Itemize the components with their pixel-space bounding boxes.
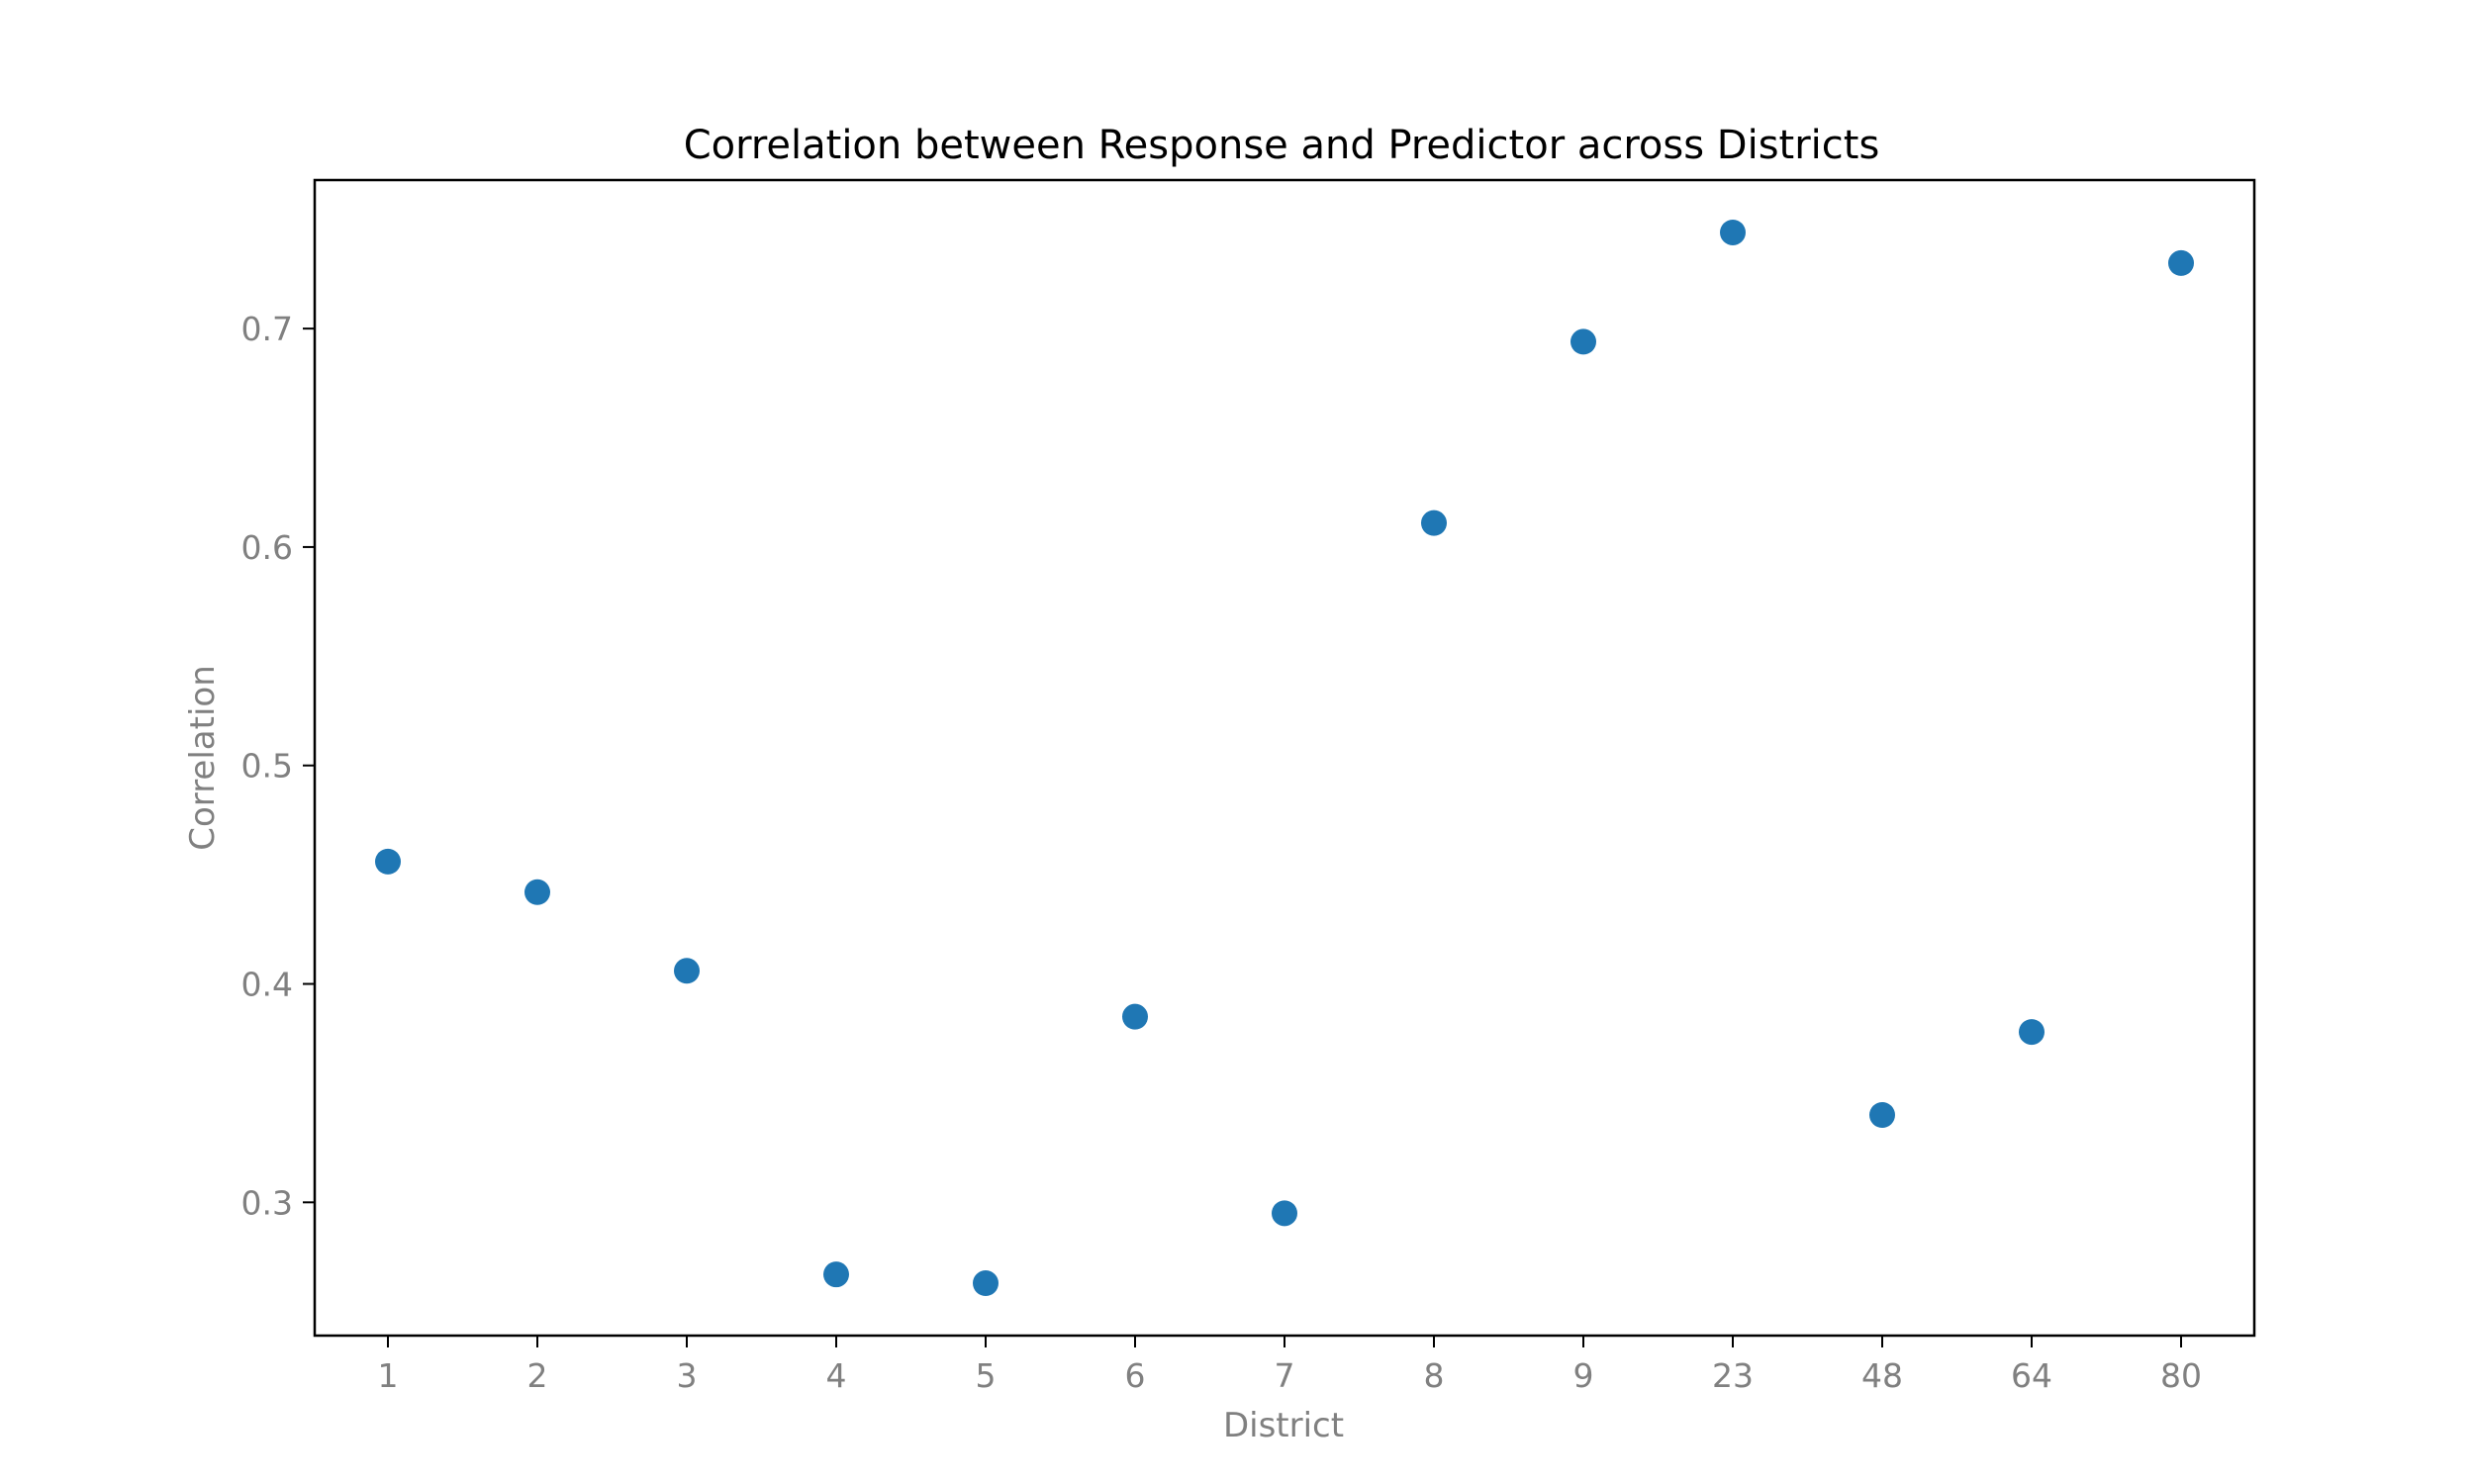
- x-tick-label: 64: [2011, 1356, 2052, 1395]
- data-point: [674, 958, 700, 984]
- data-point: [1421, 510, 1447, 536]
- data-point: [823, 1261, 849, 1288]
- x-tick-label: 1: [378, 1356, 399, 1395]
- y-tick-label: 0.7: [241, 310, 293, 348]
- y-tick-label: 0.4: [241, 966, 293, 1004]
- data-point: [1122, 1003, 1148, 1030]
- plot-area-frame: [313, 178, 2256, 1338]
- x-tick-label: 8: [1424, 1356, 1445, 1395]
- x-tick-label: 2: [527, 1356, 548, 1395]
- x-axis-label: District: [1223, 1406, 1344, 1445]
- data-point: [973, 1270, 999, 1297]
- y-tick-label: 0.6: [241, 528, 293, 567]
- data-point: [2168, 249, 2194, 276]
- x-tick-label: 9: [1573, 1356, 1594, 1395]
- data-point: [1720, 219, 1746, 245]
- data-point: [1272, 1200, 1297, 1227]
- data-point: [2019, 1019, 2045, 1046]
- y-tick-label: 0.3: [241, 1183, 293, 1222]
- x-tick-label: 23: [1712, 1356, 1754, 1395]
- data-points: [375, 219, 2194, 1297]
- x-tick-label: 3: [677, 1356, 698, 1395]
- x-axis-ticks: 1 2 3 4 5 6 7 8 9 23 48 64 80: [378, 1336, 2202, 1395]
- chart-title: Correlation between Response and Predict…: [684, 123, 1880, 168]
- y-tick-label: 0.5: [241, 747, 293, 786]
- y-axis-label: Correlation: [183, 665, 223, 850]
- data-point: [1570, 328, 1596, 355]
- data-point: [524, 879, 550, 905]
- x-tick-label: 7: [1275, 1356, 1295, 1395]
- x-tick-label: 80: [2160, 1356, 2202, 1395]
- x-tick-label: 4: [826, 1356, 847, 1395]
- x-tick-label: 48: [1861, 1356, 1903, 1395]
- data-point: [375, 848, 401, 875]
- data-point: [1869, 1101, 1895, 1128]
- x-tick-label: 6: [1125, 1356, 1146, 1395]
- x-tick-label: 5: [976, 1356, 997, 1395]
- y-axis-ticks: 0.3 0.4 0.5 0.6 0.7: [241, 310, 315, 1222]
